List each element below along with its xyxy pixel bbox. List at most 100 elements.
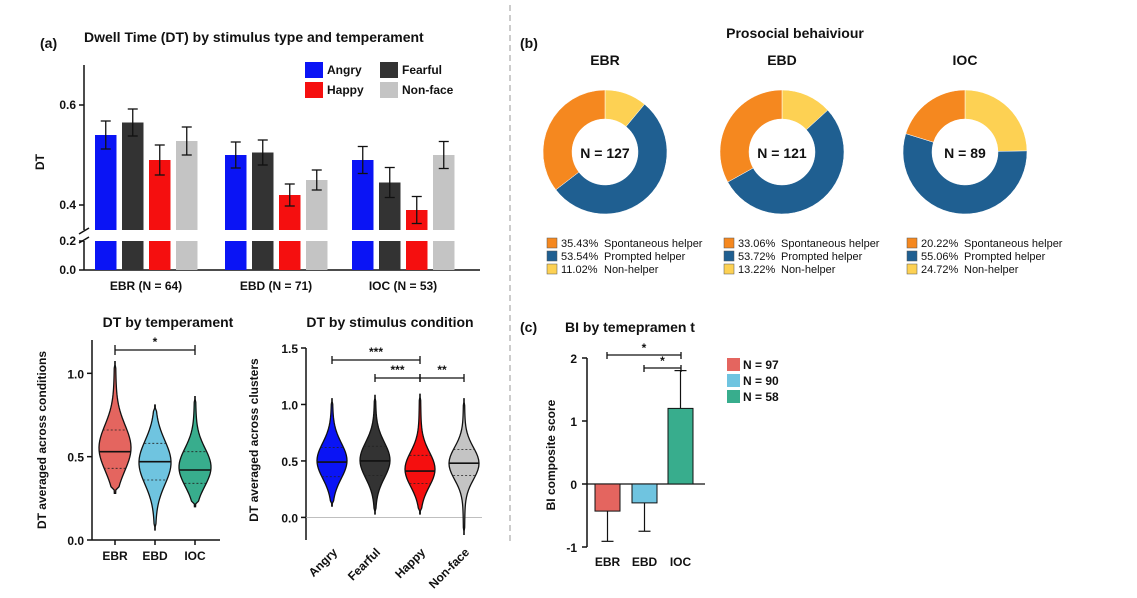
bi-legend-label: N = 58 (743, 390, 779, 404)
donut-legend-label: Non-helper (781, 264, 836, 276)
bi-bar (594, 483, 621, 512)
donut-legend-swatch (906, 237, 918, 249)
donut-legend-value: 24.72% (921, 264, 959, 276)
donut-n-label: N = 127 (580, 145, 630, 161)
bi-y-tick-label: 0 (570, 478, 577, 492)
dt-y-label: DT (33, 153, 47, 170)
stim-sig-label: *** (369, 345, 383, 359)
dt-bar-angry (352, 160, 374, 230)
bi-x-label: EBD (632, 555, 658, 569)
prosocial-title: Prosocial behaiviour (726, 25, 864, 41)
panel-label-b: (b) (520, 35, 538, 51)
donut-legend-label: Spontaneous helper (964, 238, 1063, 250)
donut-legend-label: Prompted helper (604, 251, 686, 263)
dt-chart-title: Dwell Time (DT) by stimulus type and tem… (84, 29, 424, 45)
donut-legend-label: Non-helper (604, 264, 659, 276)
stim-violin (404, 393, 436, 515)
bi-legend-swatch (727, 358, 740, 371)
temp-violin (98, 361, 132, 494)
donut-slice-prompted-helper (727, 109, 845, 215)
donut-legend-value: 53.54% (561, 251, 599, 263)
stim-chart-title: DT by stimulus condition (306, 314, 473, 330)
stim-sig-label: ** (437, 363, 447, 377)
temp-violin (138, 404, 172, 531)
dt-bar-lower-non-face (176, 241, 198, 270)
dt-legend-label-happy: Happy (327, 83, 364, 97)
dt-legend-swatch (380, 82, 398, 98)
temp-y-tick-label: 0.0 (67, 534, 84, 548)
temp-x-label: EBR (102, 549, 128, 563)
dt-bar-fearful (252, 152, 274, 230)
dt-x-label: IOC (N = 53) (369, 279, 437, 293)
bi-legend-swatch (727, 374, 740, 387)
temp-y-tick-label: 1.0 (67, 367, 84, 381)
dt-bar-fearful (122, 122, 144, 230)
stim-y-tick-label: 1.5 (281, 342, 298, 356)
donut-n-label: N = 121 (757, 145, 807, 161)
stim-y-tick-label: 0.0 (281, 511, 298, 525)
stim-x-label: Angry (306, 545, 341, 580)
dt-bar-happy (149, 160, 171, 230)
bi-sig-label: * (660, 354, 665, 368)
donut-slice-spontaneous-helper (905, 89, 966, 143)
donut-legend-label: Prompted helper (781, 251, 863, 263)
donut-legend-label: Prompted helper (964, 251, 1046, 263)
bi-legend-label: N = 97 (743, 358, 779, 372)
bi-bar (667, 407, 694, 485)
donut-legend-swatch (906, 263, 918, 275)
donut-group-title: EBR (590, 52, 620, 68)
donut-legend-value: 35.43% (561, 238, 599, 250)
donut-legend-value: 55.06% (921, 251, 959, 263)
stim-violin (316, 398, 348, 507)
dt-bar-lower-fearful (252, 241, 274, 270)
dt-legend-label-angry: Angry (327, 63, 362, 77)
dt-bar-lower-happy (279, 241, 301, 270)
temp-chart-title: DT by temperament (103, 314, 234, 330)
stim-y-label: DT averaged across clusters (247, 358, 261, 522)
dt-axis-break-mark (78, 227, 90, 235)
dt-x-label: EBD (N = 71) (240, 279, 312, 293)
bi-bar (631, 483, 658, 504)
dt-bar-lower-fearful (122, 241, 144, 270)
donut-legend-value: 13.22% (738, 264, 776, 276)
dt-legend-label-fearful: Fearful (402, 63, 442, 77)
panel-label-c: (c) (520, 319, 537, 335)
donut-legend-swatch (723, 263, 735, 275)
dt-bar-angry (95, 135, 117, 230)
dt-legend-label-non-face: Non-face (402, 83, 454, 97)
bi-x-label: IOC (670, 555, 692, 569)
dt-bar-happy (279, 195, 301, 230)
donut-legend-swatch (546, 250, 558, 262)
donut-legend-value: 53.72% (738, 251, 776, 263)
stim-violin (448, 398, 480, 536)
stim-violin (359, 394, 391, 515)
donut-slice-prompted-helper (555, 103, 668, 215)
donut-n-label: N = 89 (944, 145, 986, 161)
dt-axis-break-mark (78, 236, 90, 244)
temp-x-label: IOC (184, 549, 206, 563)
dt-bar-lower-angry (95, 241, 117, 270)
bi-y-tick-label: 1 (570, 415, 577, 429)
stim-y-tick-label: 0.5 (281, 455, 298, 469)
dt-bar-lower-non-face (433, 241, 455, 270)
bi-y-tick-label: 2 (570, 352, 577, 366)
donut-legend-value: 11.02% (561, 264, 598, 276)
temp-y-tick-label: 0.5 (67, 451, 84, 465)
donut-legend-swatch (723, 237, 735, 249)
stim-x-label: Fearful (345, 545, 383, 583)
dt-bar-lower-fearful (379, 241, 401, 270)
donut-legend-swatch (723, 250, 735, 262)
bi-sig-label: * (642, 341, 647, 355)
donut-legend-value: 20.22% (921, 238, 959, 250)
dt-bar-angry (225, 155, 247, 230)
dt-bar-non-face (176, 141, 198, 230)
bi-legend-swatch (727, 390, 740, 403)
donut-legend-label: Spontaneous helper (604, 238, 703, 250)
stim-x-label: Non-face (426, 545, 472, 591)
dt-bar-lower-happy (149, 241, 171, 270)
donut-slice-prompted-helper (902, 133, 1028, 215)
donut-group-title: IOC (953, 52, 978, 68)
dt-y-tick-label: 0.6 (59, 98, 76, 112)
donut-legend-swatch (906, 250, 918, 262)
stim-sig-label: *** (390, 363, 404, 377)
